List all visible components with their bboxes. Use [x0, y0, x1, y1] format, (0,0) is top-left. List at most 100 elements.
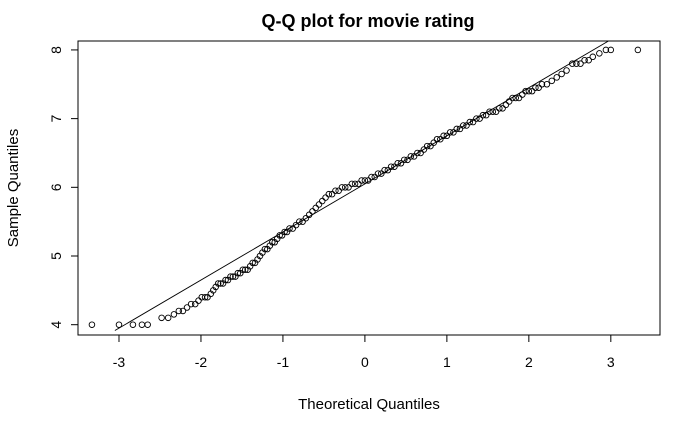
qq-point — [204, 293, 211, 301]
qq-point — [492, 108, 500, 116]
qq-point — [410, 153, 418, 160]
y-axis: 4 5 6 7 8 — [48, 46, 79, 329]
qq-point — [437, 135, 444, 143]
qq-point — [384, 166, 392, 174]
qq-point — [525, 87, 533, 95]
qq-point — [292, 221, 300, 229]
qq-point — [535, 84, 542, 91]
x-tick-label: 2 — [525, 354, 533, 370]
qq-point — [423, 142, 431, 150]
qq-point — [249, 259, 256, 267]
qq-point — [499, 105, 506, 112]
qq-point — [505, 98, 513, 105]
qq-point — [391, 163, 398, 170]
qq-point — [602, 46, 610, 54]
points-group — [88, 46, 642, 328]
qq-point — [569, 60, 576, 67]
qq-point — [183, 304, 191, 311]
qq-point — [374, 170, 382, 177]
qq-point — [563, 67, 570, 74]
y-axis-label: Sample Quantiles — [5, 129, 22, 247]
qq-point — [486, 108, 493, 116]
x-tick-label: -3 — [113, 354, 126, 370]
qq-point — [456, 125, 464, 133]
qq-point — [335, 187, 342, 194]
qq-point — [289, 225, 297, 232]
qq-point — [88, 321, 96, 328]
qq-point — [489, 108, 497, 116]
qq-point — [164, 314, 172, 322]
qq-point — [381, 166, 388, 174]
qq-point — [453, 125, 460, 133]
qq-point — [558, 70, 565, 78]
y-tick-label: 8 — [48, 46, 64, 54]
qq-point — [305, 211, 313, 219]
qq-point — [276, 232, 283, 239]
qq-point — [469, 118, 477, 126]
qq-point — [338, 184, 346, 191]
qq-point — [201, 293, 209, 301]
qq-point — [404, 156, 411, 164]
x-tick-label: 3 — [607, 354, 615, 370]
qq-point — [400, 156, 408, 164]
y-tick-label: 6 — [48, 183, 64, 191]
qq-point — [420, 146, 428, 153]
qq-point — [519, 91, 526, 98]
qq-point — [496, 105, 503, 112]
chart-title: Q-Q plot for movie rating — [261, 11, 474, 31]
qq-point — [476, 115, 483, 122]
qq-point — [512, 94, 519, 102]
qq-point — [315, 201, 323, 208]
qq-point — [543, 81, 551, 88]
qq-point — [286, 225, 293, 232]
qq-point — [361, 177, 369, 184]
qq-point — [175, 307, 183, 315]
qq-point — [394, 160, 401, 167]
qq-point — [115, 321, 123, 328]
qq-point — [214, 280, 222, 287]
qq-point — [345, 184, 352, 191]
qq-point — [195, 297, 202, 304]
qq-point — [241, 266, 249, 273]
qq-point — [348, 180, 356, 188]
y-tick-label: 5 — [48, 252, 64, 260]
qq-point — [328, 190, 336, 198]
qq-point — [460, 122, 467, 129]
qq-point — [170, 311, 178, 318]
qq-point — [407, 153, 415, 160]
x-tick-label: 0 — [361, 354, 369, 370]
qq-point — [299, 218, 306, 225]
y-tick-label: 4 — [48, 321, 64, 329]
x-axis: -3 -2 -1 0 1 2 3 — [113, 334, 615, 370]
x-tick-label: 1 — [443, 354, 451, 370]
qq-point — [144, 321, 151, 328]
x-tick-label: -2 — [195, 354, 208, 370]
qq-point — [427, 142, 434, 150]
qq-point — [302, 214, 310, 222]
qq-point — [371, 173, 378, 181]
qq-point — [309, 208, 316, 215]
qq-point — [607, 46, 615, 54]
qq-point — [482, 111, 490, 119]
qq-point — [269, 239, 276, 246]
x-tick-label: -1 — [277, 354, 290, 370]
qq-point — [466, 118, 474, 126]
qq-point — [573, 60, 580, 67]
qq-point — [234, 269, 242, 277]
qq-point — [463, 122, 470, 129]
qq-point — [450, 129, 457, 136]
qq-point — [528, 87, 536, 95]
qq-point — [509, 94, 516, 102]
qq-point — [430, 139, 438, 146]
qq-point — [532, 84, 539, 91]
qq-point — [368, 173, 375, 181]
qq-point — [417, 149, 424, 157]
qq-point — [634, 46, 642, 54]
qq-point — [585, 56, 592, 64]
qq-point — [515, 94, 523, 102]
qq-point — [433, 135, 441, 143]
x-axis-label: Theoretical Quantiles — [298, 396, 440, 413]
qq-point — [553, 74, 560, 81]
y-tick-label: 7 — [48, 115, 64, 123]
qq-point — [358, 177, 365, 184]
